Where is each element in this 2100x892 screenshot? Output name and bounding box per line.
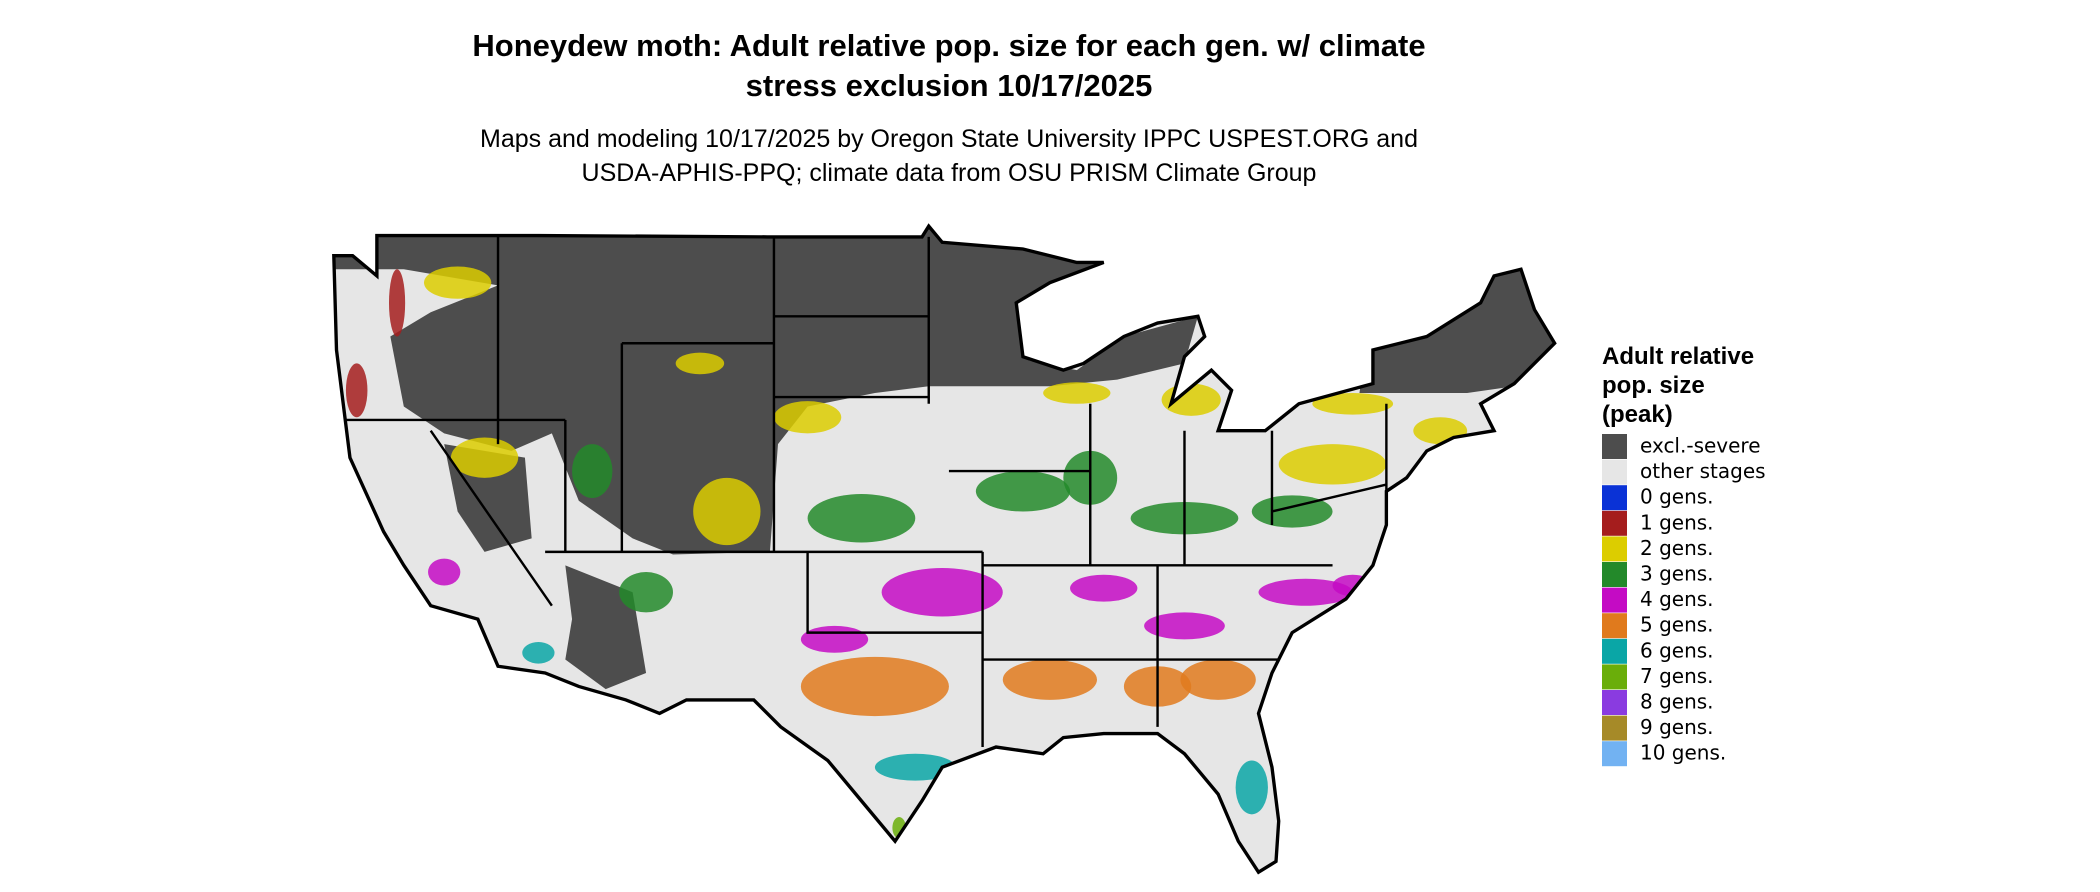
legend-swatch: [1602, 741, 1627, 767]
legend-label: 7 gens.: [1640, 664, 1714, 688]
map: [332, 224, 1557, 874]
gen-region: [1235, 760, 1268, 815]
excluded-region: [1359, 262, 1555, 394]
state-lines: [343, 235, 1388, 748]
legend-swatch: [1602, 690, 1627, 715]
legend-label: 10 gens.: [1640, 741, 1726, 765]
gen-region: [1278, 444, 1387, 485]
legend-swatch: [1602, 587, 1627, 613]
legend-swatch: [1602, 536, 1627, 562]
gen-region: [800, 656, 949, 717]
legend-swatch: [1602, 485, 1627, 511]
legend-label: 9 gens.: [1640, 715, 1714, 739]
gen-region: [693, 477, 761, 546]
gen-region: [345, 363, 368, 418]
legend-title: Adult relative: [1602, 343, 1754, 370]
legend-label: 3 gens.: [1640, 562, 1714, 586]
title-line: stress exclusion 10/17/2025: [746, 68, 1153, 103]
legend-title: pop. size: [1602, 372, 1705, 399]
gen-region: [1180, 659, 1256, 700]
gen-region: [572, 444, 613, 499]
gen-region: [874, 753, 956, 781]
legend-swatch: [1602, 638, 1627, 664]
legend-swatch: [1602, 613, 1627, 639]
legend-swatch: [1602, 434, 1627, 459]
legend-swatch: [1602, 715, 1627, 741]
legend-label: other stages: [1640, 459, 1766, 483]
title-line: Honeydew moth: Adult relative pop. size …: [472, 28, 1425, 63]
gen-region: [1043, 382, 1111, 404]
gen-region: [1070, 574, 1138, 602]
gen-region: [1258, 578, 1353, 606]
legend-label: 4 gens.: [1640, 587, 1714, 611]
legend-label: 1 gens.: [1640, 510, 1714, 534]
legend-title: (peak): [1602, 401, 1673, 428]
gen-region: [619, 572, 673, 613]
legend-label: 0 gens.: [1640, 485, 1714, 509]
gen-region: [881, 568, 1003, 617]
gen-region: [423, 266, 492, 299]
gen-region: [773, 401, 842, 434]
legend-swatch: [1602, 459, 1627, 485]
gen-region: [450, 437, 519, 478]
excluded-region: [333, 226, 1212, 555]
subtitle-line: Maps and modeling 10/17/2025 by Oregon S…: [480, 125, 1418, 153]
legend-label: excl.-severe: [1640, 434, 1761, 458]
gen-region: [1144, 612, 1225, 640]
gen-region: [522, 642, 555, 664]
gen-region: [807, 493, 916, 543]
gen-region: [675, 352, 725, 375]
legend-label: 8 gens.: [1640, 690, 1714, 714]
gen-region: [975, 471, 1071, 512]
legend-label: 5 gens.: [1640, 613, 1714, 637]
legend-swatch: [1602, 510, 1627, 536]
legend-label: 6 gens.: [1640, 638, 1714, 662]
legend-label: 2 gens.: [1640, 536, 1714, 560]
subtitle-line: USDA-APHIS-PPQ; climate data from OSU PR…: [582, 159, 1317, 187]
gen-region: [388, 269, 406, 337]
gen-region: [1312, 393, 1394, 415]
legend-swatch: [1602, 562, 1627, 587]
gen-region: [1413, 417, 1468, 445]
gen-region: [1002, 659, 1097, 700]
gen-region: [800, 625, 869, 653]
legend-swatch: [1602, 664, 1627, 690]
gen-region: [428, 558, 461, 586]
